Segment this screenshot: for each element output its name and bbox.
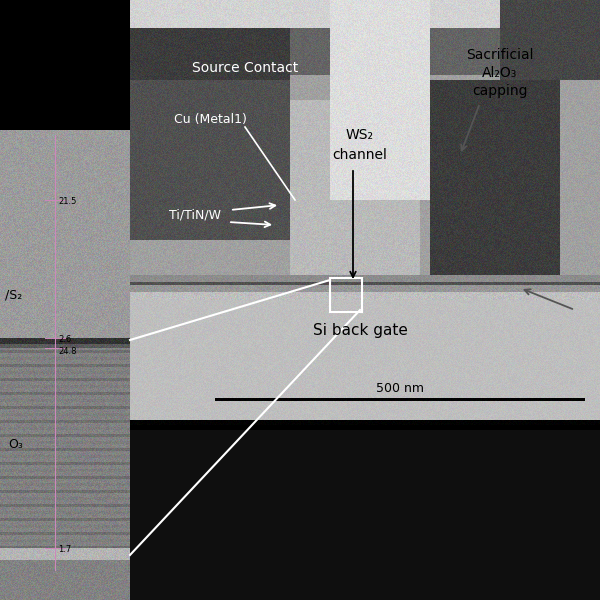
Text: 21.5: 21.5 [58, 197, 76, 206]
Text: 1.7: 1.7 [58, 545, 71, 554]
Text: Si back gate: Si back gate [313, 323, 407, 337]
Text: capping: capping [472, 84, 528, 98]
Text: /S₂: /S₂ [5, 289, 22, 301]
Text: Sacrificial: Sacrificial [466, 48, 534, 62]
Text: Source Contact: Source Contact [192, 61, 298, 75]
Text: Al₂O₃: Al₂O₃ [482, 66, 518, 80]
Text: WS₂: WS₂ [346, 128, 374, 142]
Text: O₃: O₃ [8, 439, 23, 451]
Text: 500 nm: 500 nm [376, 382, 424, 395]
Text: Cu (Metal1): Cu (Metal1) [173, 113, 247, 127]
Text: 24.8: 24.8 [58, 347, 77, 356]
Bar [330, 278, 362, 312]
Text: channel: channel [332, 148, 388, 162]
Text: 2.6: 2.6 [58, 335, 71, 344]
Text: Ti/TiN/W: Ti/TiN/W [169, 208, 221, 221]
